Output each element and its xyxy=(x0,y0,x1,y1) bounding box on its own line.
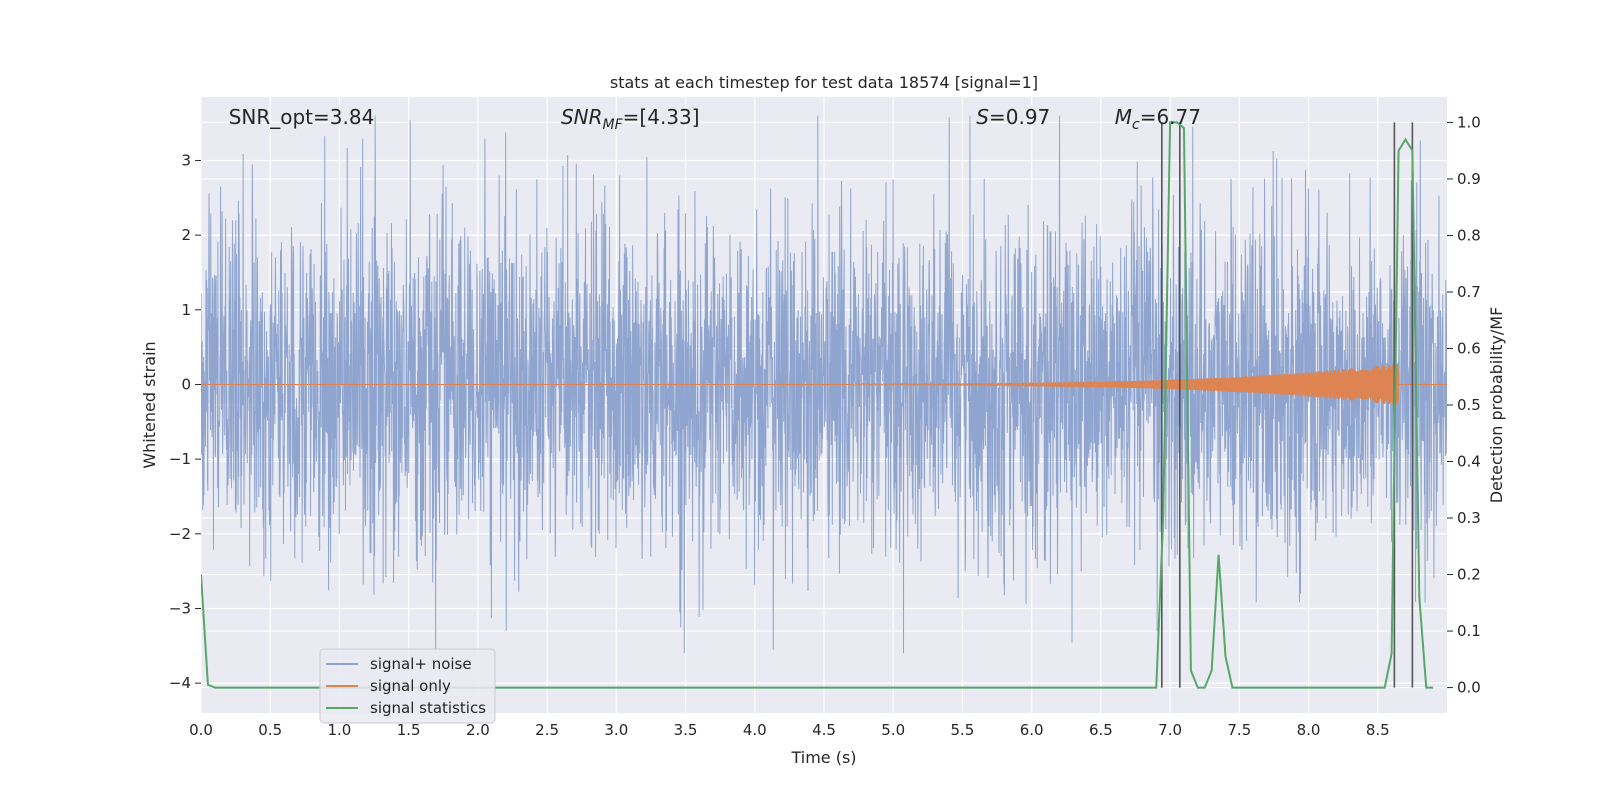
y-right-tick-label: 0.4 xyxy=(1457,453,1481,471)
y-tick-label: 1 xyxy=(181,301,191,319)
annotation-symbol: SNR xyxy=(561,105,603,129)
annotations: SNR_opt=3.84 SNRMF=[4.33] S=0.97 Mc=6.77 xyxy=(229,105,1201,133)
y-right-tick-label: 0.6 xyxy=(1457,339,1481,357)
annotation-symbol: S xyxy=(976,105,989,129)
annotation: S=0.97 xyxy=(976,105,1050,129)
x-tick-label: 8.0 xyxy=(1297,721,1321,739)
x-tick-label: 4.0 xyxy=(743,721,767,739)
legend: signal+ noise signal only signal statistic… xyxy=(319,648,496,724)
y-right-tick-label: 1.0 xyxy=(1457,113,1481,131)
y-tick-label: −3 xyxy=(169,599,191,617)
x-tick-label: 7.0 xyxy=(1158,721,1182,739)
y-tick-label: 0 xyxy=(181,375,191,393)
y-right-axis-ticks: 0.0 0.1 0.2 0.3 0.4 0.5 0.6 0.7 0.8 0.9 1.0 xyxy=(1447,113,1481,697)
annotation-subscript: c xyxy=(1132,117,1140,133)
legend-label: signal+ noise xyxy=(370,655,472,673)
chart-title: stats at each timestep for test data 185… xyxy=(610,73,1038,92)
x-tick-label: 6.0 xyxy=(1020,721,1044,739)
y-right-tick-label: 0.0 xyxy=(1457,679,1481,697)
annotation-value: =0.97 xyxy=(989,105,1050,129)
legend-box xyxy=(319,648,496,724)
x-tick-label: 5.0 xyxy=(881,721,905,739)
y-tick-label: 2 xyxy=(181,226,191,244)
x-tick-label: 3.0 xyxy=(604,721,628,739)
annotation: Mc=6.77 xyxy=(1115,105,1201,133)
x-tick-label: 2.0 xyxy=(466,721,490,739)
x-tick-label: 1.0 xyxy=(328,721,352,739)
y-tick-label: 3 xyxy=(181,151,191,169)
legend-label: signal statistics xyxy=(370,699,486,717)
x-tick-label: 1.5 xyxy=(397,721,421,739)
x-tick-label: 8.5 xyxy=(1366,721,1390,739)
y-right-tick-label: 0.8 xyxy=(1457,226,1481,244)
x-tick-label: 4.5 xyxy=(812,721,836,739)
y-tick-label: −1 xyxy=(169,450,191,468)
y-right-tick-label: 0.3 xyxy=(1457,509,1481,527)
y-right-tick-label: 0.1 xyxy=(1457,622,1481,640)
x-tick-label: 5.5 xyxy=(951,721,975,739)
y-right-axis-label: Detection probability/MF xyxy=(1487,307,1506,504)
x-axis-ticks: 0.0 0.5 1.0 1.5 2.0 2.5 3.0 3.5 4.0 4.5 5.0 5.5 6.0 6… xyxy=(189,721,1390,739)
series-signal-statistics xyxy=(201,121,1434,689)
y-tick-label: −4 xyxy=(169,674,191,692)
y-right-tick-label: 0.2 xyxy=(1457,566,1481,584)
annotation-subscript: MF xyxy=(603,117,624,133)
annotation-symbol: M xyxy=(1115,105,1132,129)
x-tick-label: 7.5 xyxy=(1227,721,1251,739)
x-axis-label: Time (s) xyxy=(790,748,856,767)
annotation: SNRMF=[4.33] xyxy=(561,105,700,133)
annotation-value: =6.77 xyxy=(1140,105,1201,129)
series-signal-only xyxy=(201,363,1447,406)
y-tick-label: −2 xyxy=(169,525,191,543)
y-right-tick-label: 0.5 xyxy=(1457,396,1481,414)
y-right-tick-label: 0.7 xyxy=(1457,283,1481,301)
annotation: SNR_opt=3.84 xyxy=(229,105,375,129)
annotation-value: =[4.33] xyxy=(623,105,700,129)
x-tick-label: 0.5 xyxy=(258,721,282,739)
legend-label: signal only xyxy=(370,677,451,695)
y-axis-ticks: −4 −3 −2 −1 0 1 2 3 xyxy=(169,151,201,692)
x-tick-label: 3.5 xyxy=(674,721,698,739)
y-right-tick-label: 0.9 xyxy=(1457,170,1481,188)
y-axis-label: Whitened strain xyxy=(140,341,159,468)
x-tick-label: 6.5 xyxy=(1089,721,1113,739)
x-tick-label: 0.0 xyxy=(189,721,213,739)
x-tick-label: 2.5 xyxy=(535,721,559,739)
